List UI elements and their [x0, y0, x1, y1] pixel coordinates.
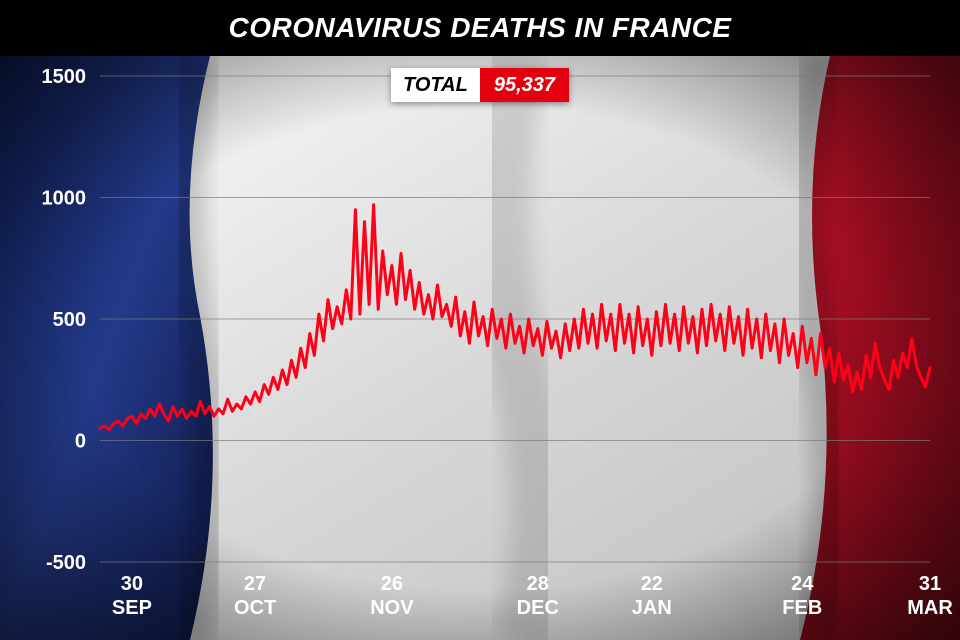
svg-text:1000: 1000 — [42, 188, 87, 210]
chart-container: CORONAVIRUS DEATHS IN FRANCE — [0, 0, 960, 640]
svg-text:OCT: OCT — [234, 597, 276, 619]
svg-text:1500: 1500 — [42, 66, 87, 88]
total-value: 95,337 — [480, 68, 569, 102]
total-label: TOTAL — [391, 68, 480, 102]
svg-text:MAR: MAR — [907, 597, 953, 619]
svg-text:500: 500 — [53, 309, 86, 331]
svg-text:NOV: NOV — [370, 597, 414, 619]
svg-text:DEC: DEC — [517, 597, 559, 619]
svg-text:24: 24 — [791, 573, 814, 595]
svg-text:FEB: FEB — [782, 597, 822, 619]
svg-text:26: 26 — [381, 573, 403, 595]
svg-text:27: 27 — [244, 573, 266, 595]
svg-text:30: 30 — [121, 573, 143, 595]
svg-text:22: 22 — [641, 573, 663, 595]
chart-area: -500 0 500 1000 1500 30SEP 27OCT 26NOV 28DEC 22JA… — [0, 56, 960, 640]
total-badge: TOTAL 95,337 — [391, 68, 569, 102]
svg-text:-500: -500 — [46, 552, 86, 574]
svg-text:28: 28 — [527, 573, 549, 595]
line-chart: -500 0 500 1000 1500 30SEP 27OCT 26NOV 28DEC 22JA… — [0, 56, 960, 640]
svg-text:JAN: JAN — [632, 597, 672, 619]
svg-text:31: 31 — [919, 573, 941, 595]
svg-text:0: 0 — [75, 431, 86, 453]
chart-title: CORONAVIRUS DEATHS IN FRANCE — [229, 12, 732, 44]
svg-text:SEP: SEP — [112, 597, 152, 619]
title-bar: CORONAVIRUS DEATHS IN FRANCE — [0, 0, 960, 56]
